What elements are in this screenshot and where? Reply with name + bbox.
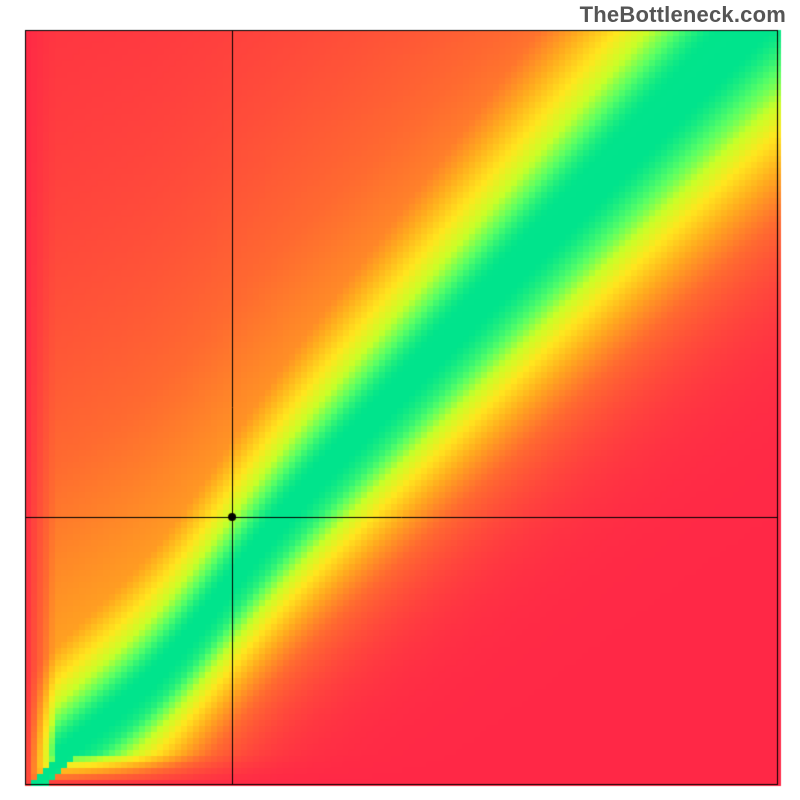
chart-container: TheBottleneck.com — [0, 0, 800, 800]
watermark-text: TheBottleneck.com — [580, 2, 786, 28]
bottleneck-heatmap — [0, 0, 800, 800]
